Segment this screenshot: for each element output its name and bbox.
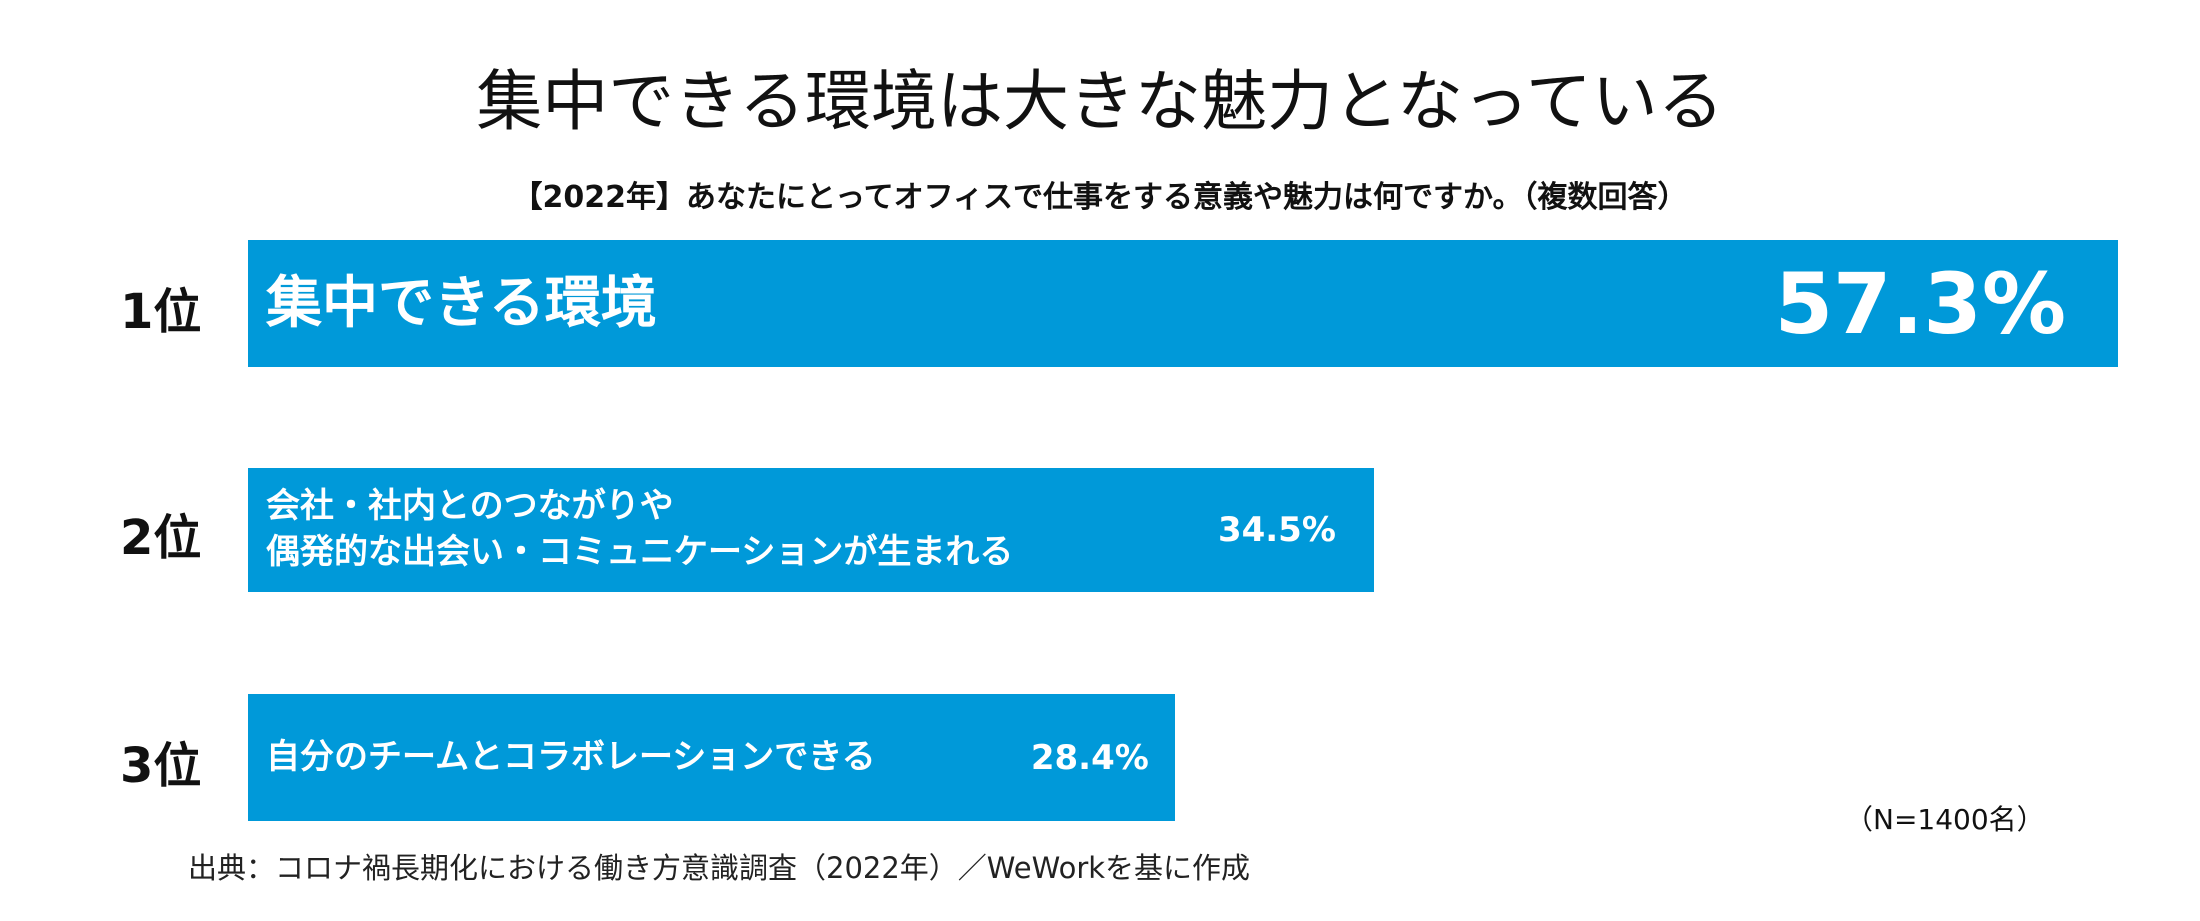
bar: 会社・社内とのつながりや 偶発的な出会い・コミュニケーションが生まれる 34.5% [248,468,1374,592]
source-citation: 出典：コロナ禍長期化における働き方意識調査（2022年）／WeWorkを基に作成 [188,851,1251,885]
chart-subtitle: 【2022年】あなたにとってオフィスで仕事をする意義や魅力は何ですか。（複数回答… [512,180,1688,215]
rank-label: 2位 [120,510,202,566]
bar-category-label: 会社・社内とのつながりや 偶発的な出会い・コミュニケーションが生まれる [266,486,1014,572]
bar-value-label: 28.4% [1030,737,1149,778]
bar-value-label: 57.3% [1774,254,2066,353]
bar-value-label: 34.5% [1217,510,1336,550]
bar-category-label: 集中できる環境 [266,270,657,336]
bar: 自分のチームとコラボレーションできる 28.4% [248,694,1175,821]
chart-title: 集中できる環境は大きな魅力となっている [476,63,1724,140]
bar: 集中できる環境 57.3% [248,240,2118,367]
sample-size-note: （N=1400名） [1845,803,2045,836]
bar-category-label: 自分のチームとコラボレーションできる [266,736,876,777]
rank-label: 1位 [120,283,202,340]
rank-label: 3位 [120,737,202,794]
